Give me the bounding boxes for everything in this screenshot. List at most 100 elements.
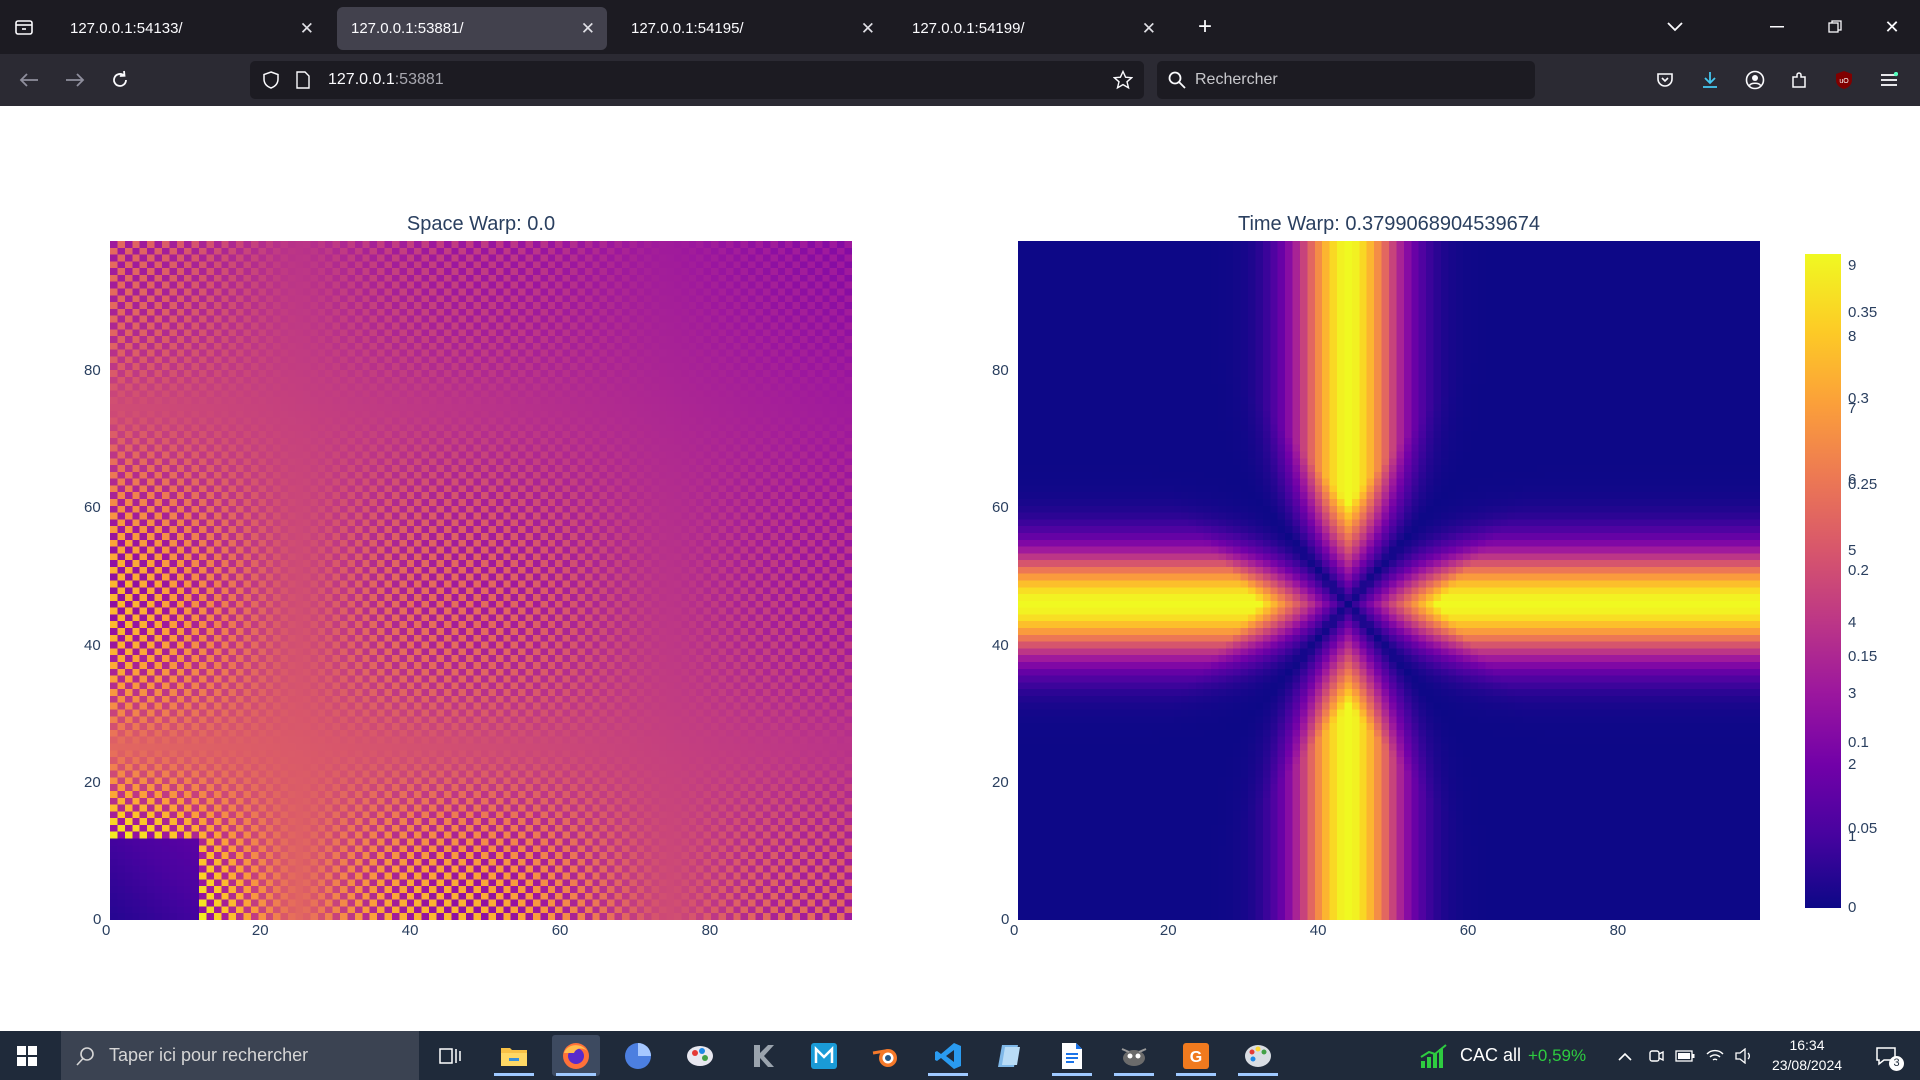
y-tick-label: 20: [992, 773, 1009, 791]
colorbar-tick-label: 6: [1848, 471, 1857, 488]
chevron-down-icon[interactable]: [1660, 12, 1690, 42]
x-tick-label: 60: [1459, 922, 1477, 939]
forward-icon[interactable]: [60, 65, 90, 95]
stock-change[interactable]: +0,59%: [1528, 1046, 1587, 1065]
colorbar-tick-label: 3: [1848, 685, 1857, 702]
colorbar-tick-label: 7: [1848, 399, 1857, 417]
account-icon[interactable]: [1740, 65, 1770, 95]
search-input[interactable]: Rechercher: [1157, 61, 1535, 99]
star-icon[interactable]: [1112, 69, 1134, 91]
x-tick-label: 40: [401, 922, 419, 939]
taskbar-search[interactable]: Taper ici pour rechercher: [61, 1031, 419, 1080]
palette-app-icon[interactable]: [1234, 1035, 1282, 1076]
colorbar-tick-label: 0.3: [1848, 389, 1869, 407]
colorbar-tick-label: 0: [1848, 899, 1857, 916]
colorbar-tick-label: 0.1: [1848, 733, 1869, 751]
tab-54133[interactable]: 127.0.0.1:54133/ ✕: [56, 7, 326, 50]
notification-count: 3: [1889, 1056, 1904, 1071]
volume-icon[interactable]: [1733, 1045, 1755, 1067]
colorbar-tick-label: 0.05: [1848, 819, 1878, 837]
x-tick-label: 60: [551, 922, 569, 939]
close-icon[interactable]: ✕: [580, 19, 595, 38]
y-tick-label: 40: [992, 636, 1009, 654]
page-icon[interactable]: [292, 69, 314, 91]
new-tab-icon[interactable]: +: [1197, 13, 1212, 40]
colorbar-tick-label: 5: [1848, 542, 1857, 560]
pocket-icon[interactable]: [1650, 65, 1680, 95]
pdf-app-icon[interactable]: G: [1172, 1035, 1220, 1076]
colorbar-tick-label: 8: [1848, 328, 1857, 346]
blue-page-app-icon[interactable]: [986, 1035, 1034, 1076]
colorbar-tick-label: 2: [1848, 756, 1857, 774]
search-placeholder: Rechercher: [1195, 71, 1278, 88]
stock-name[interactable]: CAC all: [1460, 1045, 1522, 1065]
ublock-icon[interactable]: uO: [1829, 65, 1859, 95]
clock-date: 23/08/2024: [1771, 1057, 1843, 1073]
clock[interactable]: 16:34 23/08/2024: [1762, 1035, 1852, 1075]
m-app-icon[interactable]: [800, 1035, 848, 1076]
gimp-icon[interactable]: [1110, 1035, 1158, 1076]
paint-app-icon[interactable]: [676, 1035, 724, 1076]
k-app-icon[interactable]: [738, 1035, 786, 1076]
search-icon: [1167, 70, 1187, 90]
search-icon: [75, 1045, 97, 1067]
notifications-icon[interactable]: 3: [1866, 1041, 1906, 1071]
plot-area: Space Warp: 0.0 Time Warp: 0.37990689045…: [0, 106, 1920, 1031]
close-icon[interactable]: ✕: [860, 19, 875, 38]
close-icon[interactable]: ✕: [299, 19, 314, 38]
colorbar-tick-label: 0.2: [1848, 561, 1869, 579]
tab-title: 127.0.0.1:54195/: [631, 20, 744, 37]
back-icon[interactable]: [14, 65, 44, 95]
tab-53881[interactable]: 127.0.0.1:53881/ ✕: [337, 7, 607, 50]
navigation-bar: 127.0.0.1:53881 Rechercher uO: [0, 54, 1920, 106]
colorbar-tick-label: 4: [1848, 613, 1857, 631]
x-tick-label: 20: [251, 922, 269, 939]
chevron-up-icon[interactable]: [1614, 1045, 1636, 1067]
menu-icon[interactable]: [1874, 65, 1904, 95]
right-plot-title: Time Warp: 0.3799068904539674: [1237, 213, 1541, 235]
close-icon[interactable]: ✕: [1141, 19, 1156, 38]
taskbar: Taper ici pour rechercher G C: [0, 1031, 1920, 1080]
docs-icon[interactable]: [1048, 1035, 1096, 1076]
tab-list-icon[interactable]: [10, 13, 38, 41]
firefox-icon[interactable]: [552, 1035, 600, 1076]
tab-title: 127.0.0.1:53881/: [351, 20, 464, 37]
meet-icon[interactable]: [1645, 1045, 1667, 1067]
minimize-icon[interactable]: [1762, 12, 1792, 42]
close-window-icon[interactable]: ✕: [1884, 16, 1900, 37]
y-tick-label: 40: [84, 636, 101, 654]
svg-text:uO: uO: [1839, 78, 1849, 85]
space-warp-heatmap[interactable]: [110, 241, 852, 920]
blue-sphere-app-icon[interactable]: [614, 1035, 662, 1076]
tab-54195[interactable]: 127.0.0.1:54195/ ✕: [617, 7, 887, 50]
x-tick-label: 40: [1309, 922, 1327, 939]
y-tick-label: 80: [84, 362, 101, 380]
time-warp-heatmap[interactable]: [1018, 241, 1760, 920]
tab-54199[interactable]: 127.0.0.1:54199/ ✕: [898, 7, 1168, 50]
y-tick-label: 0: [1001, 911, 1010, 928]
url-text: 127.0.0.1:53881: [328, 61, 444, 99]
taskbar-search-placeholder: Taper ici pour rechercher: [109, 1045, 309, 1065]
wifi-icon[interactable]: [1704, 1045, 1726, 1067]
url-bar[interactable]: 127.0.0.1:53881: [250, 61, 1144, 99]
colorbar: [1805, 254, 1841, 908]
restore-icon[interactable]: [1820, 12, 1850, 42]
x-tick-label: 20: [1159, 922, 1177, 939]
y-tick-label: 60: [992, 499, 1009, 517]
download-icon[interactable]: [1695, 65, 1725, 95]
tab-title: 127.0.0.1:54199/: [912, 20, 1025, 37]
extensions-icon[interactable]: [1784, 65, 1814, 95]
blender-icon[interactable]: [862, 1035, 910, 1076]
battery-icon[interactable]: [1674, 1045, 1696, 1067]
vscode-icon[interactable]: [924, 1035, 972, 1076]
stock-chart-icon[interactable]: [1418, 1041, 1450, 1071]
windows-start-icon[interactable]: [12, 1041, 42, 1071]
shield-icon[interactable]: [260, 69, 282, 91]
task-view-icon[interactable]: [426, 1035, 474, 1076]
clock-time: 16:34: [1789, 1037, 1825, 1053]
reload-icon[interactable]: [105, 65, 135, 95]
colorbar-tick-label: 9: [1848, 257, 1857, 274]
x-tick-label: 80: [701, 922, 719, 939]
file-explorer-icon[interactable]: [490, 1035, 538, 1076]
colorbar-tick-label: 0.35: [1848, 303, 1878, 321]
